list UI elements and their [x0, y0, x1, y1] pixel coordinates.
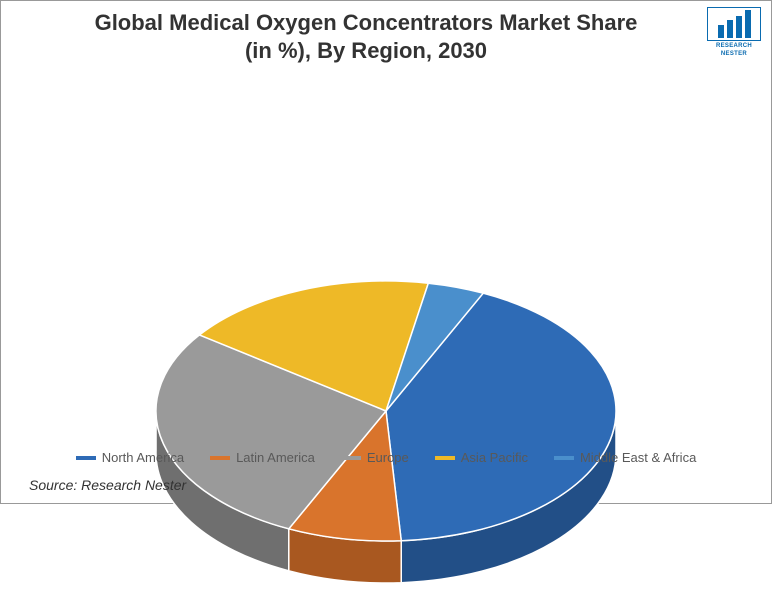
- title-line-1: Global Medical Oxygen Concentrators Mark…: [21, 9, 711, 37]
- pie-chart-3d: [106, 231, 666, 596]
- logo-text-2: NESTER: [707, 51, 761, 57]
- legend-label: Europe: [367, 450, 409, 465]
- source-attribution: Source: Research Nester: [29, 477, 186, 493]
- logo-text-1: RESEARCH: [707, 43, 761, 49]
- legend-item: Europe: [341, 450, 409, 465]
- legend-swatch: [76, 456, 96, 460]
- brand-logo: RESEARCH NESTER: [707, 7, 761, 57]
- legend-item: Asia Pacific: [435, 450, 528, 465]
- legend-swatch: [210, 456, 230, 460]
- chart-title: Global Medical Oxygen Concentrators Mark…: [1, 1, 771, 64]
- legend-label: Asia Pacific: [461, 450, 528, 465]
- legend-item: Latin America: [210, 450, 315, 465]
- legend: North America Latin America Europe Asia Pac…: [1, 450, 771, 465]
- legend-label: Middle East & Africa: [580, 450, 696, 465]
- legend-label: North America: [102, 450, 184, 465]
- title-line-2: (in %), By Region, 2030: [21, 37, 711, 65]
- logo-bars-icon: [707, 7, 761, 41]
- legend-item: Middle East & Africa: [554, 450, 696, 465]
- legend-swatch: [435, 456, 455, 460]
- legend-swatch: [341, 456, 361, 460]
- legend-label: Latin America: [236, 450, 315, 465]
- legend-item: North America: [76, 450, 184, 465]
- legend-swatch: [554, 456, 574, 460]
